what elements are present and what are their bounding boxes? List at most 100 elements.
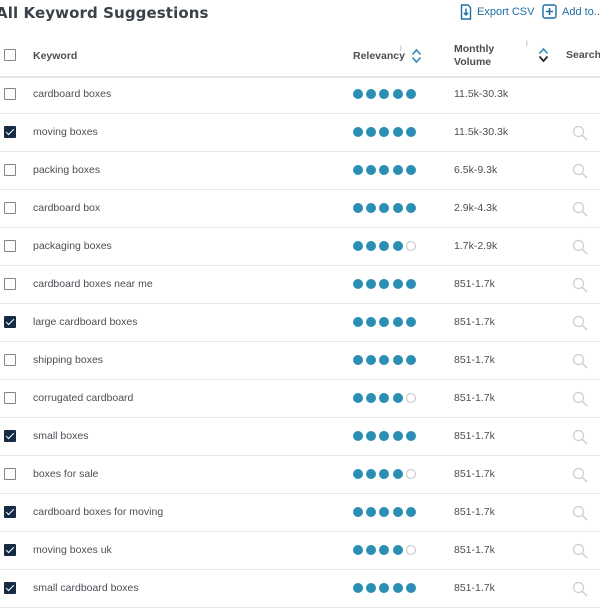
search-icon[interactable] xyxy=(572,277,588,293)
search-icon[interactable] xyxy=(572,315,588,331)
keyword-text: small cardboard boxes xyxy=(33,582,139,594)
relevancy-dot-filled xyxy=(405,507,416,517)
export-csv-button[interactable]: Export CSV xyxy=(460,4,534,20)
row-checkbox[interactable] xyxy=(4,582,16,594)
relevancy-dot-empty xyxy=(405,545,416,555)
relevancy-dot-filled xyxy=(366,279,377,289)
add-plus-icon xyxy=(542,4,557,19)
row-checkbox[interactable] xyxy=(4,278,16,290)
relevancy-dot-filled xyxy=(392,507,403,517)
monthly-volume-value: 851-1.7k xyxy=(454,544,495,556)
keyword-table-body: cardboard boxes 11.5k-30.3k moving boxes 11… xyxy=(0,76,600,608)
monthly-volume-sort-icon[interactable] xyxy=(538,47,549,63)
relevancy-info-icon[interactable]: i xyxy=(400,44,402,53)
row-checkbox[interactable] xyxy=(4,430,16,442)
relevancy-dot-filled xyxy=(353,393,363,403)
row-checkbox[interactable] xyxy=(4,468,16,480)
keyword-text: moving boxes uk xyxy=(33,544,112,556)
table-row: cardboard boxes for moving 851-1.7k xyxy=(0,494,600,532)
search-icon[interactable] xyxy=(572,467,588,483)
row-checkbox[interactable] xyxy=(4,126,16,138)
relevancy-dot-filled xyxy=(366,583,377,593)
relevancy-dot-filled xyxy=(392,469,403,479)
column-header-relevancy[interactable]: Relevancy xyxy=(353,50,405,62)
relevancy-dot-filled xyxy=(353,89,363,99)
column-header-monthly-volume[interactable]: Monthly Volume xyxy=(454,43,494,69)
search-icon[interactable] xyxy=(572,429,588,445)
relevancy-dot-filled xyxy=(405,583,416,593)
relevancy-dot-filled xyxy=(392,317,403,327)
search-icon[interactable] xyxy=(572,505,588,521)
keyword-text: packaging boxes xyxy=(33,240,112,252)
relevancy-dot-filled xyxy=(353,241,363,251)
monthly-volume-line2: Volume xyxy=(454,56,492,68)
relevancy-dot-filled xyxy=(379,431,390,441)
search-icon[interactable] xyxy=(572,391,588,407)
relevancy-dot-filled xyxy=(392,89,403,99)
relevancy-dot-filled xyxy=(405,127,416,137)
relevancy-dot-filled xyxy=(353,507,363,517)
relevancy-dot-filled xyxy=(353,355,363,365)
table-row: cardboard boxes near me 851-1.7k xyxy=(0,266,600,304)
search-icon[interactable] xyxy=(572,581,588,597)
relevancy-dot-filled xyxy=(379,165,390,175)
relevancy-dot-filled xyxy=(353,469,363,479)
keyword-text: cardboard boxes xyxy=(33,88,112,100)
column-header-search: Search xyxy=(566,49,600,61)
row-checkbox[interactable] xyxy=(4,240,16,252)
row-checkbox[interactable] xyxy=(4,544,16,556)
search-icon[interactable] xyxy=(572,353,588,369)
relevancy-dot-filled xyxy=(405,203,416,213)
relevancy-rating xyxy=(353,583,419,593)
relevancy-dot-filled xyxy=(353,203,363,213)
relevancy-dot-filled xyxy=(366,431,377,441)
relevancy-dot-filled xyxy=(392,165,403,175)
add-to-button[interactable]: Add to... xyxy=(542,4,600,19)
relevancy-dot-filled xyxy=(366,469,377,479)
relevancy-rating xyxy=(353,469,419,479)
relevancy-dot-filled xyxy=(405,317,416,327)
relevancy-sort-icon[interactable] xyxy=(411,48,422,64)
monthly-volume-value: 851-1.7k xyxy=(454,316,495,328)
search-icon[interactable] xyxy=(572,239,588,255)
search-icon[interactable] xyxy=(572,163,588,179)
search-icon[interactable] xyxy=(572,543,588,559)
search-icon[interactable] xyxy=(572,201,588,217)
table-row: boxes for sale 851-1.7k xyxy=(0,456,600,494)
row-checkbox[interactable] xyxy=(4,202,16,214)
keyword-text: cardboard box xyxy=(33,202,101,214)
column-header-keyword[interactable]: Keyword xyxy=(33,50,78,62)
relevancy-dot-filled xyxy=(392,355,403,365)
select-all-checkbox[interactable] xyxy=(4,49,16,61)
row-checkbox[interactable] xyxy=(4,88,16,100)
relevancy-dot-filled xyxy=(379,279,390,289)
row-checkbox[interactable] xyxy=(4,506,16,518)
search-icon[interactable] xyxy=(572,125,588,141)
relevancy-dot-filled xyxy=(379,507,390,517)
table-row: moving boxes uk 851-1.7k xyxy=(0,532,600,570)
relevancy-dot-filled xyxy=(353,317,363,327)
row-checkbox[interactable] xyxy=(4,316,16,328)
relevancy-dot-empty xyxy=(405,469,416,479)
row-checkbox[interactable] xyxy=(4,354,16,366)
relevancy-dot-filled xyxy=(405,165,416,175)
table-row: small cardboard boxes 851-1.7k xyxy=(0,570,600,608)
monthly-volume-value: 851-1.7k xyxy=(454,506,495,518)
monthly-volume-value: 851-1.7k xyxy=(454,430,495,442)
row-checkbox[interactable] xyxy=(4,164,16,176)
relevancy-rating xyxy=(353,431,419,441)
relevancy-dot-filled xyxy=(392,545,403,555)
monthly-volume-value: 851-1.7k xyxy=(454,582,495,594)
table-row: cardboard boxes 11.5k-30.3k xyxy=(0,76,600,114)
keyword-text: packing boxes xyxy=(33,164,101,176)
table-row: shipping boxes 851-1.7k xyxy=(0,342,600,380)
export-file-icon xyxy=(460,4,472,20)
add-to-label: Add to... xyxy=(562,5,600,18)
row-checkbox[interactable] xyxy=(4,392,16,404)
relevancy-dot-filled xyxy=(392,203,403,213)
relevancy-rating xyxy=(353,203,419,213)
monthly-volume-value: 851-1.7k xyxy=(454,392,495,404)
monthly-volume-value: 851-1.7k xyxy=(454,468,495,480)
monthly-volume-info-icon[interactable]: i xyxy=(526,39,528,48)
table-row: corrugated cardboard 851-1.7k xyxy=(0,380,600,418)
